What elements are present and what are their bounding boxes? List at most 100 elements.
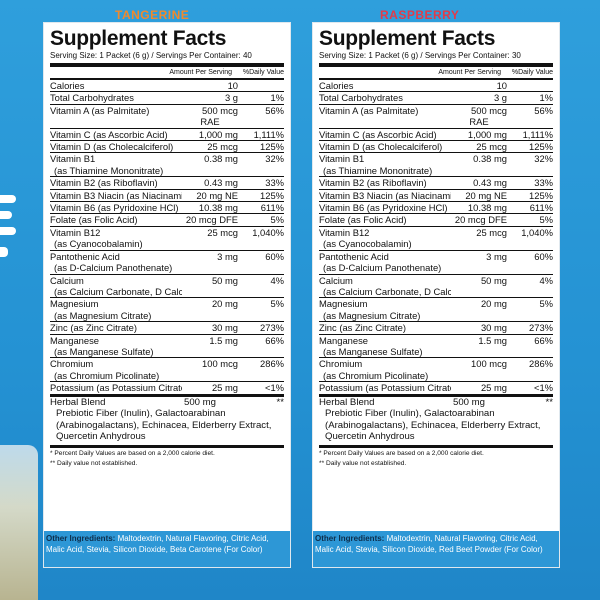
daily-value: 125% xyxy=(529,141,553,153)
serving-info: Serving Size: 1 Packet (6 g) / Servings … xyxy=(319,51,553,67)
daily-value: 32% xyxy=(534,153,553,165)
amount-value: 25 mcg xyxy=(476,226,507,238)
nutrient-source: (as Chromium Picolinate) xyxy=(54,369,160,381)
amount-unit: RAE xyxy=(200,116,220,128)
nutrient-row: Vitamin B1 (as Thiamine Mononitrate) 0.38 … xyxy=(319,153,553,178)
daily-value: 1% xyxy=(539,92,553,104)
daily-value-column-header: %Daily Value xyxy=(511,69,553,76)
amount-value: 3 g xyxy=(493,92,507,104)
nutrient-row: Calcium(as Calcium Carbonate, D Calcium … xyxy=(319,275,553,299)
nutrient-name-line: Potassium (as Potassium Citrate) xyxy=(319,382,451,394)
amount-value: 100 mcg xyxy=(202,358,238,370)
nutrient-name-line: Vitamin B6 (as Pyridoxine HCl) xyxy=(50,202,179,214)
amount-value: 0.38 mg xyxy=(473,153,507,165)
amount-unit: RAE xyxy=(469,116,489,128)
nutrient-amount: 0.43 mg xyxy=(451,177,511,188)
nutrient-row: Zinc (as Zinc Citrate) 30 mg 273% xyxy=(319,322,553,335)
nutrient-amount: 0.43 mg xyxy=(182,177,242,188)
amount-value: 3 g xyxy=(224,92,238,104)
nutrient-name: Vitamin B6 (as Pyridoxine HCl) xyxy=(319,202,451,213)
nutrient-amount: 30 mg xyxy=(451,322,511,333)
nutrient-name: Potassium (as Potassium Citrate) xyxy=(50,382,182,393)
nutrient-name-line: Vitamin B12 xyxy=(319,226,370,238)
nutrient-name-line: Vitamin B12 xyxy=(50,226,101,238)
nutrient-name-line: Vitamin A (as Palmitate) xyxy=(319,104,419,116)
nutrient-row: Chromium (as Chromium Picolinate) 100 mcg 2… xyxy=(50,358,284,383)
other-ingredients-label: Other Ingredients: xyxy=(46,534,116,543)
nutrient-name-line: Vitamin B6 (as Pyridoxine HCl) xyxy=(319,202,448,214)
nutrient-name-line: Total Carbohydrates xyxy=(50,92,134,104)
column-header: Amount Per Serving %Daily Value xyxy=(50,68,284,80)
nutrient-name-line: Manganese xyxy=(50,334,99,346)
amount-value: 50 mg xyxy=(211,274,238,286)
nutrient-amount: 25 mg xyxy=(451,382,511,393)
panel-title: Supplement Facts xyxy=(319,27,496,50)
nutrient-name: Manganese (as Manganese Sulfate) xyxy=(50,335,182,358)
panel-title: Supplement Facts xyxy=(50,27,227,50)
nutrient-name-line: Folate (as Folic Acid) xyxy=(50,214,138,226)
nutrient-name: Zinc (as Zinc Citrate) xyxy=(319,322,451,333)
daily-value: 273% xyxy=(260,322,284,334)
herbal-blend: Herbal Blend 500 mg ** Prebiotic Fiber (Inu… xyxy=(50,397,284,448)
footnote-daily-values: * Percent Daily Values are based on a 2,… xyxy=(319,449,484,457)
other-ingredients: Other Ingredients: Maltodextrin, Natural… xyxy=(313,531,559,567)
nutrient-name: Vitamin B3 Niacin (as Niacinamide) xyxy=(319,190,451,201)
other-ingredients-label: Other Ingredients: xyxy=(315,534,385,543)
amount-value: 1.5 mg xyxy=(478,334,507,346)
nutrient-source: (as Manganese Sulfate) xyxy=(54,345,154,357)
nutrient-source: (as Magnesium Citrate) xyxy=(54,309,152,321)
nutrient-name-line: Pantothenic Acid xyxy=(319,250,389,262)
amount-value: 20 mg NE xyxy=(196,189,238,201)
amount-value: 25 mg xyxy=(480,382,507,394)
nutrient-row: Vitamin B12 (as Cyanocobalamin) 25 mcg 1,04… xyxy=(319,227,553,251)
nutrient-name: Vitamin B1 (as Thiamine Mononitrate) xyxy=(319,153,451,176)
nutrient-amount: 10 xyxy=(182,80,242,91)
nutrient-amount: 10.38 mg xyxy=(182,202,242,213)
nutrient-name: Magnesium (as Magnesium Citrate) xyxy=(50,298,182,321)
nutrient-name: Folate (as Folic Acid) xyxy=(50,214,182,225)
nutrient-row: Vitamin B3 Niacin (as Niacinamide) 20 mg … xyxy=(50,189,284,203)
nutrient-row: Vitamin B12 (as Cyanocobalamin) 25 mcg 1,04… xyxy=(50,227,284,251)
daily-value: 5% xyxy=(539,298,553,310)
nutrient-name-line: Total Carbohydrates xyxy=(319,92,403,104)
amount-value: 20 mcg DFE xyxy=(454,214,507,226)
daily-value: 125% xyxy=(260,141,284,153)
amount-value: 0.43 mg xyxy=(473,177,507,189)
nutrient-amount: 10 xyxy=(451,80,511,91)
nutrient-source: (as Calcium Carbonate, D Calcium Panothe… xyxy=(323,285,451,297)
supplement-facts-panel-tangerine: Supplement Facts Serving Size: 1 Packet (… xyxy=(43,22,291,568)
nutrient-row: Vitamin B2 (as Riboflavin) 0.43 mg 33% xyxy=(50,177,284,190)
other-ingredients: Other Ingredients: Maltodextrin, Natural… xyxy=(44,531,290,567)
herbal-blend-ingredients: Prebiotic Fiber (Inulin), Galactoarabina… xyxy=(56,408,272,443)
daily-value: 5% xyxy=(539,214,553,226)
nutrient-row: Zinc (as Zinc Citrate) 30 mg 273% xyxy=(50,322,284,335)
amount-value: 25 mcg xyxy=(476,141,507,153)
nutrient-name: Chromium (as Chromium Picolinate) xyxy=(50,358,182,381)
amount-value: 10.38 mg xyxy=(198,202,238,214)
nutrient-amount: 3 mg xyxy=(451,251,511,274)
amount-value: 20 mg xyxy=(480,298,507,310)
nutrient-amount: 25 mcg xyxy=(182,141,242,152)
nutrient-amount: 1.5 mg xyxy=(182,335,242,358)
herbal-blend-name: Herbal Blend xyxy=(50,396,106,408)
package-graphic xyxy=(0,195,20,275)
flavor-label-raspberry: RASPBERRY xyxy=(380,8,460,22)
nutrient-name-line: Magnesium xyxy=(50,298,99,310)
nutrient-row: Vitamin B6 (as Pyridoxine HCl) 10.38 mg 61… xyxy=(50,202,284,215)
amount-value: 100 mcg xyxy=(471,358,507,370)
nutrient-source: (as Cyanocobalamin) xyxy=(323,238,412,250)
nutrient-row: Vitamin B3 Niacin (as Niacinamide) 20 mg … xyxy=(319,190,553,203)
daily-value: 56% xyxy=(534,104,553,116)
nutrient-row: Folate (as Folic Acid) 20 mcg DFE 5% xyxy=(319,214,553,227)
nutrient-name: Vitamin B12 (as Cyanocobalamin) xyxy=(319,227,451,250)
nutrient-row: Manganese (as Manganese Sulfate) 1.5 mg 66% xyxy=(319,335,553,359)
daily-value: 286% xyxy=(529,358,553,370)
nutrient-row: Magnesium (as Magnesium Citrate) 20 mg 5% xyxy=(319,298,553,323)
nutrient-name-line: Vitamin C (as Ascorbic Acid) xyxy=(50,128,168,140)
amount-value: 20 mcg DFE xyxy=(185,214,238,226)
nutrient-amount: 500 mcg RAE xyxy=(182,105,242,128)
daily-value: 1,111% xyxy=(253,128,284,140)
daily-value: 32% xyxy=(265,153,284,165)
amount-value: 1,000 mg xyxy=(198,128,238,140)
amount-value: 500 mcg xyxy=(202,104,238,116)
